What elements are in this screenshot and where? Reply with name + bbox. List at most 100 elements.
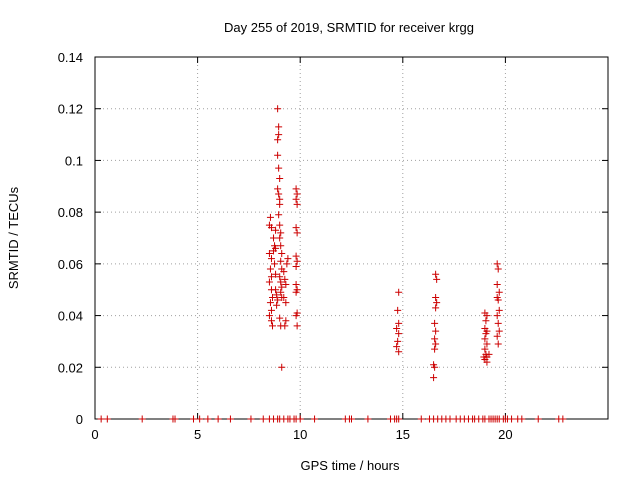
data-point <box>274 151 282 159</box>
data-point <box>275 131 283 139</box>
data-point <box>266 213 274 221</box>
data-point <box>493 281 501 289</box>
data-point <box>432 327 440 335</box>
data-point <box>274 136 282 144</box>
data-point <box>97 415 105 423</box>
data-point <box>494 340 502 348</box>
data-point <box>278 283 286 291</box>
data-point <box>481 335 489 343</box>
data-point <box>485 350 493 358</box>
data-points <box>97 105 567 423</box>
data-point <box>432 270 440 278</box>
data-point <box>226 415 234 423</box>
data-point <box>214 415 222 423</box>
data-point <box>282 317 290 325</box>
data-point <box>296 415 304 423</box>
data-point <box>292 262 300 270</box>
data-point <box>267 224 275 232</box>
x-tick-label: 15 <box>396 427 410 442</box>
data-point <box>292 252 300 260</box>
data-point <box>277 288 285 296</box>
data-point <box>277 242 285 250</box>
data-point <box>431 363 439 371</box>
x-tick-label: 10 <box>293 427 307 442</box>
data-point <box>278 250 286 258</box>
y-tick-label: 0.1 <box>65 153 83 168</box>
data-point <box>559 415 567 423</box>
data-point <box>267 255 275 263</box>
data-point <box>196 415 204 423</box>
data-point <box>495 288 503 296</box>
data-point <box>483 312 491 320</box>
data-point <box>493 260 501 268</box>
data-point <box>534 415 542 423</box>
data-point <box>280 268 288 276</box>
data-point <box>292 224 300 232</box>
data-point <box>293 200 301 208</box>
data-point <box>276 314 284 322</box>
data-point <box>431 335 439 343</box>
data-point <box>495 306 503 314</box>
y-tick-label: 0 <box>76 412 83 427</box>
data-point <box>281 275 289 283</box>
data-point <box>270 234 278 242</box>
data-point <box>274 296 282 304</box>
x-axis-label: GPS time / hours <box>301 458 400 473</box>
data-point <box>277 278 285 286</box>
data-point <box>430 374 438 382</box>
data-point <box>265 250 273 258</box>
data-point <box>171 415 179 423</box>
data-point <box>267 306 275 314</box>
data-point <box>417 415 425 423</box>
data-point <box>293 190 301 198</box>
data-point <box>275 190 283 198</box>
data-point <box>265 312 273 320</box>
data-point <box>432 340 440 348</box>
x-tick-label: 5 <box>194 427 201 442</box>
data-point <box>393 343 401 351</box>
data-point <box>395 319 403 327</box>
data-point <box>280 293 288 301</box>
data-point <box>277 257 285 265</box>
data-point <box>508 415 516 423</box>
data-point <box>272 270 280 278</box>
data-point <box>394 337 402 345</box>
data-point <box>493 332 501 340</box>
data-point <box>395 348 403 356</box>
data-point <box>395 288 403 296</box>
data-point <box>272 286 280 294</box>
data-point <box>393 325 401 332</box>
data-point <box>364 415 372 423</box>
data-point <box>267 317 275 325</box>
grid-lines <box>95 57 608 419</box>
data-point <box>272 244 280 252</box>
data-point <box>483 358 491 366</box>
y-tick-label: 0.04 <box>58 309 83 324</box>
data-point <box>395 330 403 338</box>
data-point <box>283 260 291 268</box>
data-point <box>494 319 502 327</box>
data-point <box>276 221 284 229</box>
data-point <box>271 260 279 268</box>
data-point <box>247 415 255 423</box>
data-point <box>282 299 290 307</box>
data-point <box>348 415 355 423</box>
data-point <box>278 363 286 371</box>
data-point <box>494 265 502 273</box>
data-point <box>266 265 274 273</box>
data-point <box>284 255 292 263</box>
data-point <box>432 304 440 312</box>
data-point <box>276 175 284 183</box>
data-point <box>293 257 301 265</box>
data-point <box>493 312 501 320</box>
data-point <box>275 123 283 131</box>
data-point <box>273 291 281 299</box>
data-point <box>273 301 281 309</box>
data-point <box>276 200 284 208</box>
data-point <box>293 229 301 237</box>
y-tick-label: 0.02 <box>58 360 83 375</box>
x-tick-label: 20 <box>498 427 512 442</box>
data-point <box>276 273 284 281</box>
data-point <box>311 415 319 423</box>
